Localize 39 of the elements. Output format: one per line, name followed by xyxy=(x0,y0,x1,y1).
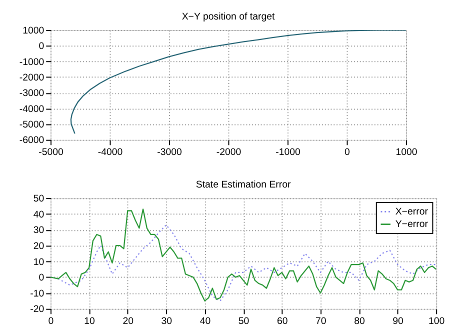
line-series xyxy=(50,208,436,302)
y-tick-label: -5000 xyxy=(19,120,45,131)
legend-label: Y−error xyxy=(395,219,429,230)
x-tick-label: -1000 xyxy=(276,146,301,158)
x-tick-label: 0 xyxy=(344,146,351,158)
x-tick-label: 0 xyxy=(48,316,54,327)
y-tick-label: 50 xyxy=(33,193,45,204)
y-tick-label: 10 xyxy=(33,256,45,268)
y-tick-label: 40 xyxy=(33,209,45,220)
y-tick-label: 30 xyxy=(33,225,45,236)
x-tick-label: 80 xyxy=(354,316,366,327)
x-tick-label: 20 xyxy=(122,316,134,327)
y-tick-label: -4000 xyxy=(19,104,45,115)
x-tick-label: -3000 xyxy=(157,146,182,158)
x-tick-label: 90 xyxy=(392,316,404,327)
y-tick-label: -10 xyxy=(30,288,45,300)
x-tick-label: 50 xyxy=(238,316,250,327)
y-tick-label: -20 xyxy=(30,304,45,316)
y-tick-label: -6000 xyxy=(19,135,45,146)
x-tick-label: 40 xyxy=(200,316,212,327)
y-tick-label: 0 xyxy=(38,41,45,52)
x-tick-label: 30 xyxy=(161,316,173,327)
x-tick-label: -4000 xyxy=(98,146,124,158)
y-tick-label: 0 xyxy=(38,272,45,284)
y-tick-label: -3000 xyxy=(19,88,45,100)
x-tick-label: 100 xyxy=(428,316,446,327)
x-tick-label: 10 xyxy=(84,316,96,327)
x-tick-label: -2000 xyxy=(216,146,242,158)
y-tick-label: 1000 xyxy=(22,25,45,36)
chart-title: X−Y position of target xyxy=(182,11,275,22)
chart-title: State Estimation Error xyxy=(196,179,292,190)
x-tick-label: 60 xyxy=(276,316,288,327)
line-series xyxy=(70,30,406,134)
legend-label: X−error xyxy=(395,206,429,218)
x-tick-label: 1000 xyxy=(396,146,418,158)
y-tick-label: -1000 xyxy=(19,56,45,68)
y-tick-label: -2000 xyxy=(19,72,45,84)
y-tick-label: 20 xyxy=(33,240,45,252)
x-tick-label: 70 xyxy=(316,316,327,327)
